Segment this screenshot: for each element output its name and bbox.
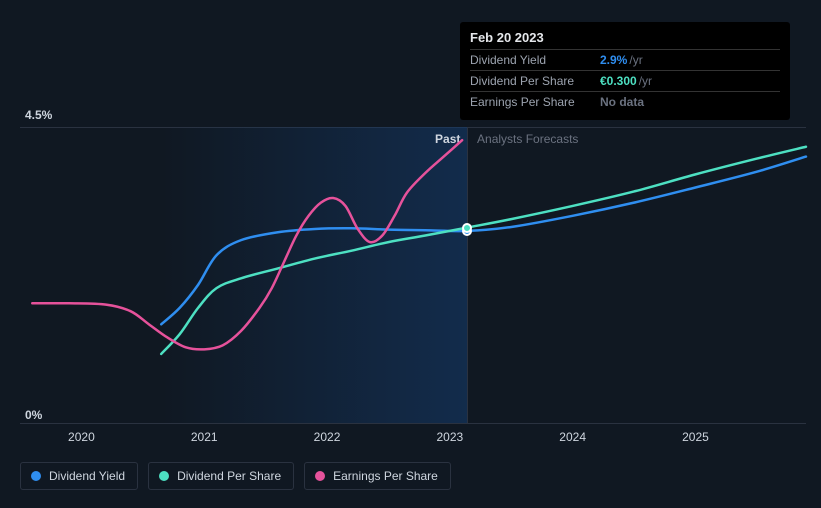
gridline-bottom [20,423,806,424]
legend-item[interactable]: Dividend Per Share [148,462,294,490]
x-tick: 2023 [436,430,463,444]
x-tick: 2020 [68,430,95,444]
past-forecast-divider [467,127,468,423]
legend-swatch [315,471,325,481]
tooltip-row: Dividend Yield2.9% /yr [470,49,780,70]
tooltip-row-value: 2.9% [600,53,627,67]
forecast-label: Analysts Forecasts [477,132,578,146]
tooltip-row-unit: /yr [639,74,652,88]
x-tick: 2024 [559,430,586,444]
series-line [32,140,462,349]
tooltip-row-label: Dividend Yield [470,53,600,67]
x-tick: 2021 [191,430,218,444]
tooltip-date: Feb 20 2023 [470,28,780,49]
series-line [161,157,806,325]
past-shaded-region [161,127,467,423]
tooltip-row-value: No data [600,95,644,109]
gridline-top [20,127,806,128]
series-marker [462,223,472,233]
tooltip-row-unit: /yr [629,53,642,67]
chart-legend: Dividend Yield Dividend Per Share Earnings… [20,462,451,490]
tooltip-row: Earnings Per ShareNo data [470,91,780,112]
past-label: Past [435,132,460,146]
chart-tooltip: Feb 20 2023 Dividend Yield2.9% /yrDivide… [460,22,790,120]
legend-label: Earnings Per Share [333,469,438,483]
y-axis-label-bot: 0% [25,408,42,422]
legend-item[interactable]: Dividend Yield [20,462,138,490]
legend-label: Dividend Per Share [177,469,281,483]
legend-swatch [159,471,169,481]
legend-swatch [31,471,41,481]
chart-container: 4.5% 0% Past Analysts Forecasts 2020 2021… [0,0,821,508]
tooltip-row-label: Dividend Per Share [470,74,600,88]
series-line [161,147,806,354]
tooltip-row-value: €0.300 [600,74,637,88]
tooltip-row: Dividend Per Share€0.300 /yr [470,70,780,91]
tooltip-row-label: Earnings Per Share [470,95,600,109]
y-axis-label-top: 4.5% [25,108,52,122]
legend-label: Dividend Yield [49,469,125,483]
x-tick: 2022 [314,430,341,444]
legend-item[interactable]: Earnings Per Share [304,462,451,490]
x-tick: 2025 [682,430,709,444]
